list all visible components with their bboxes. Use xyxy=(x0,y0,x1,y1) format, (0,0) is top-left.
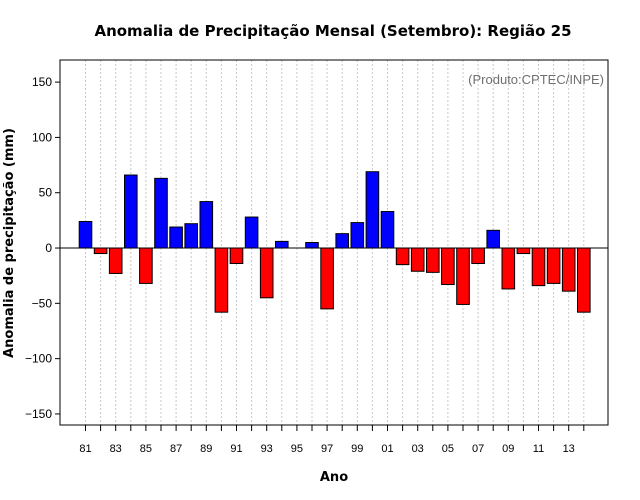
x-tick-label: 05 xyxy=(442,443,454,455)
bar-81 xyxy=(78,220,93,249)
bar-02 xyxy=(395,247,410,266)
bar-93 xyxy=(259,247,274,299)
x-tick-label: 03 xyxy=(412,443,424,455)
x-axis: 81 83 85 87 89 91 93 95 97 99 01 03 05 07 09 11 13 xyxy=(79,425,585,455)
bar-09 xyxy=(501,247,516,290)
bar-11 xyxy=(531,247,546,287)
y-tick-label: −100 xyxy=(25,352,52,366)
bars-layer xyxy=(78,171,591,313)
bar-87 xyxy=(169,226,183,249)
bar-94 xyxy=(275,240,289,249)
credit-text: (Produto:CPTEC/INPE) xyxy=(468,72,604,87)
bar-04 xyxy=(426,247,440,273)
bar-97 xyxy=(320,247,334,310)
x-tick-label: 11 xyxy=(533,443,544,455)
bar-91 xyxy=(229,247,244,265)
bar-07 xyxy=(471,247,485,265)
bar-03 xyxy=(410,247,425,272)
x-tick-label: 93 xyxy=(261,443,273,455)
bar-89 xyxy=(199,201,214,249)
x-tick-label: 87 xyxy=(170,443,182,455)
bar-96 xyxy=(305,242,319,249)
bar-98 xyxy=(335,233,349,249)
bar-05 xyxy=(441,247,455,286)
bar-10 xyxy=(516,247,531,255)
x-tick-label: 95 xyxy=(291,443,303,455)
bar-90 xyxy=(214,247,229,313)
x-tick-label: 99 xyxy=(351,443,363,455)
bar-82 xyxy=(93,247,108,255)
x-tick-label: 07 xyxy=(472,443,484,455)
x-tick-label: 85 xyxy=(140,443,152,455)
y-tick-label: −50 xyxy=(32,296,53,310)
bar-86 xyxy=(154,177,168,249)
bar-85 xyxy=(139,247,153,284)
x-tick-label: 91 xyxy=(230,443,242,455)
chart-title: Anomalia de Precipitação Mensal (Setembr… xyxy=(94,22,571,40)
bar-88 xyxy=(184,223,198,249)
y-axis: −150 −100 −50 0 50 100 150 xyxy=(25,75,60,421)
y-tick-label: 100 xyxy=(32,130,52,144)
bar-92 xyxy=(244,216,259,249)
y-axis-label: Anomalia de precipitação (mm) xyxy=(2,128,17,358)
grid-layer xyxy=(85,60,585,425)
bar-01 xyxy=(380,211,395,249)
bar-83 xyxy=(108,247,123,274)
y-tick-label: 50 xyxy=(39,186,53,200)
y-tick-label: 0 xyxy=(45,241,52,255)
x-axis-label: Ano xyxy=(320,470,348,485)
x-tick-label: 83 xyxy=(110,443,122,455)
bar-06 xyxy=(456,247,470,305)
bar-14 xyxy=(577,247,591,313)
bar-08 xyxy=(486,229,500,249)
plot-area-frame xyxy=(59,59,609,426)
bar-13 xyxy=(561,247,576,292)
bar-12 xyxy=(546,247,561,284)
bar-99 xyxy=(350,222,365,249)
x-tick-label: 01 xyxy=(381,443,393,455)
x-tick-label: 09 xyxy=(502,443,514,455)
x-tick-label: 81 xyxy=(79,443,91,455)
bar-00 xyxy=(365,171,380,249)
x-tick-label: 97 xyxy=(321,443,333,455)
x-tick-label: 13 xyxy=(563,443,575,455)
x-tick-label: 89 xyxy=(200,443,212,455)
y-tick-label: −150 xyxy=(25,407,52,421)
bar-84 xyxy=(124,174,138,249)
y-tick-label: 150 xyxy=(32,75,52,89)
